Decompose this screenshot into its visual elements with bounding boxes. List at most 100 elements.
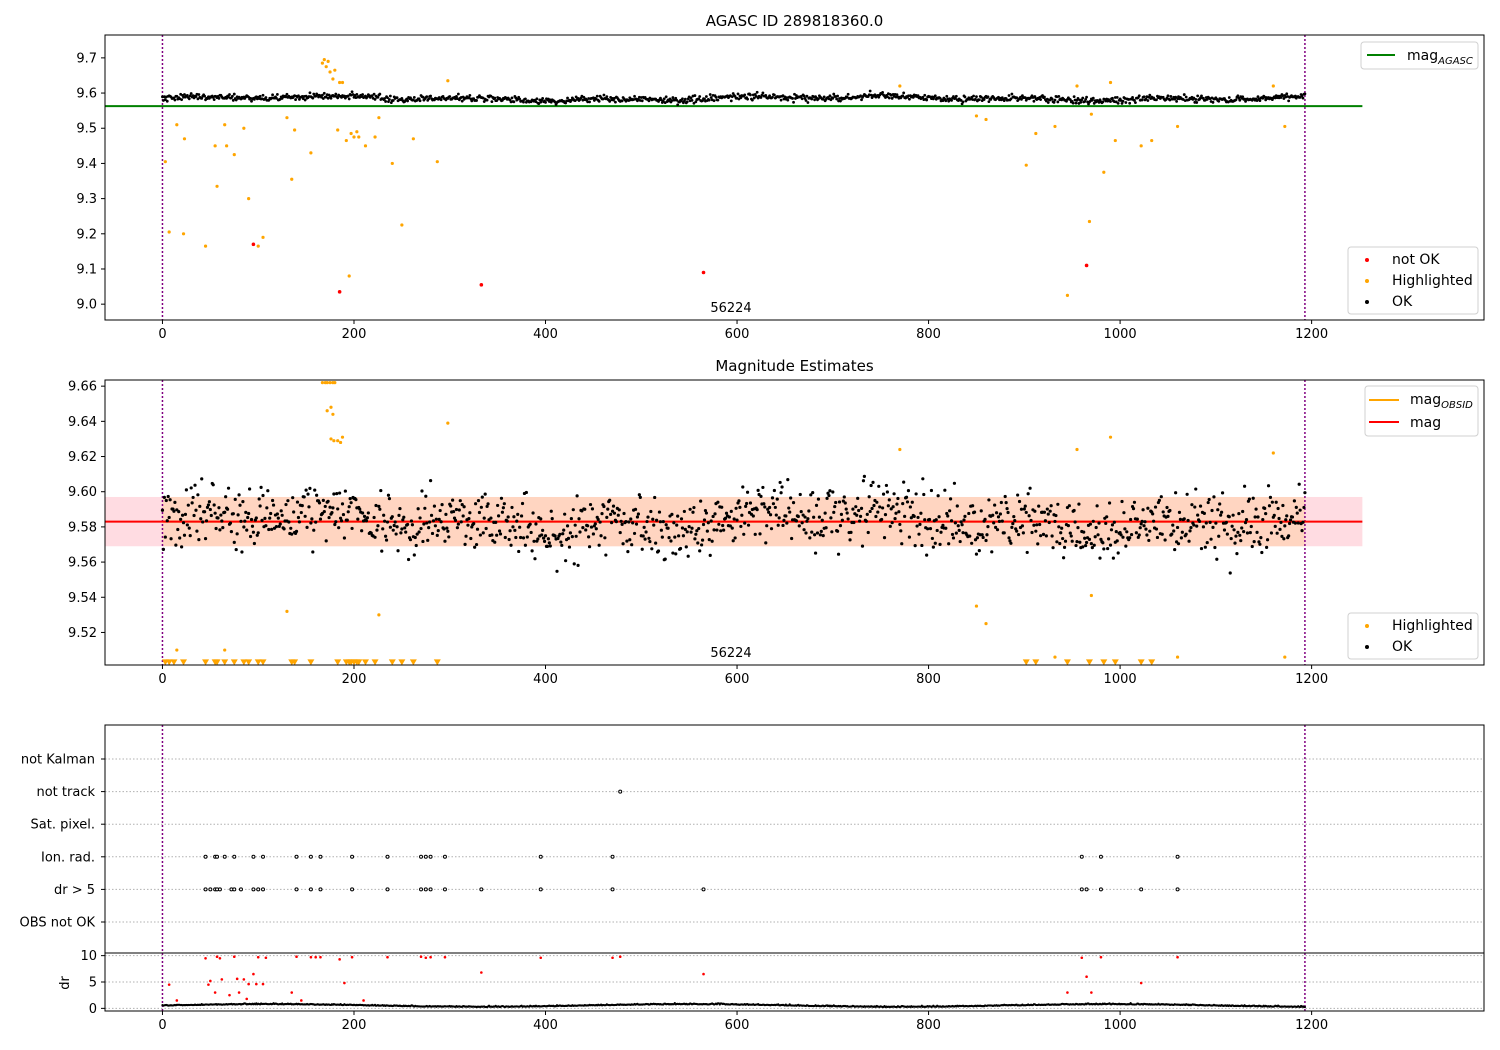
ok-point	[839, 512, 844, 516]
ok-point	[574, 534, 578, 538]
flag-marker	[208, 887, 213, 892]
panel2-legend-top[interactable]: magOBSID mag	[1364, 385, 1479, 437]
highlighted-point	[326, 59, 330, 63]
ok-point	[633, 94, 636, 98]
highlighted-clipped-marker	[1137, 659, 1145, 665]
panel1-legend-bottom[interactable]: not OK Highlighted OK	[1347, 246, 1479, 315]
ok-point	[1016, 532, 1021, 537]
ok-point	[746, 523, 751, 527]
ok-point	[617, 508, 621, 512]
ok-point	[163, 98, 167, 101]
ok-point	[1276, 506, 1280, 511]
flag-marker	[419, 887, 424, 892]
ok-point	[690, 98, 694, 102]
ok-point	[628, 538, 632, 542]
ok-point	[1153, 505, 1158, 509]
highlighted-point	[984, 622, 988, 626]
ok-point	[734, 506, 738, 510]
highlighted-clipped-marker	[245, 659, 253, 665]
panel-magnitude-estimates: Magnitude Estimates 0 200 400 600 800 1000 120…	[68, 357, 1485, 687]
ok-point	[216, 516, 220, 520]
ok-point	[576, 563, 580, 567]
ok-point	[643, 537, 647, 541]
ok-point	[1036, 542, 1040, 546]
legend-ok-marker	[1365, 300, 1369, 304]
ok-point	[217, 96, 221, 100]
ok-point	[1303, 491, 1307, 495]
highlighted-point	[1175, 124, 1180, 129]
ok-point	[517, 549, 521, 554]
ok-point	[203, 94, 206, 98]
ok-point	[388, 525, 392, 529]
ok-point	[434, 517, 438, 521]
ok-point	[1033, 509, 1037, 513]
ok-point	[340, 502, 345, 506]
ok-point	[519, 535, 523, 540]
ok-point	[1081, 545, 1085, 549]
highlighted-point	[332, 439, 336, 443]
ok-point	[773, 505, 777, 510]
ok-point	[1215, 557, 1219, 561]
ok-point	[235, 532, 239, 536]
highlighted-point	[340, 80, 345, 85]
ok-point	[1024, 510, 1028, 515]
ok-point	[780, 485, 784, 489]
ok-point	[478, 533, 482, 537]
ok-point	[763, 505, 767, 509]
highlighted-point	[344, 138, 348, 143]
dr-flagged-point	[702, 972, 705, 976]
ok-point	[887, 498, 891, 502]
ok-point	[1007, 536, 1011, 540]
ok-point	[233, 497, 237, 501]
ok-point	[259, 485, 263, 489]
ok-point	[200, 477, 204, 481]
x-tick-label: 200	[342, 672, 367, 687]
ok-point	[809, 493, 813, 497]
ok-point	[846, 92, 850, 96]
ok-point	[728, 524, 732, 528]
ok-point	[1272, 513, 1276, 517]
dr-flagged-point	[314, 955, 317, 959]
ok-point	[532, 539, 536, 543]
ok-point	[926, 527, 930, 531]
ok-point	[543, 534, 548, 538]
ok-point	[547, 541, 551, 545]
ok-point	[774, 513, 778, 517]
ok-point	[683, 97, 687, 101]
ok-point	[310, 517, 314, 521]
ok-point	[323, 504, 327, 509]
ok-point	[1192, 96, 1196, 100]
ok-point	[1244, 99, 1247, 103]
ok-point	[646, 515, 650, 519]
ok-point	[745, 501, 749, 506]
panel2-legend-bottom[interactable]: Highlighted OK	[1347, 612, 1479, 660]
ok-point	[459, 520, 463, 524]
ok-point	[861, 479, 866, 483]
highlighted-clipped-marker	[1111, 659, 1119, 665]
ok-point	[181, 521, 186, 525]
legend2-ok-marker	[1365, 645, 1369, 649]
ok-point	[260, 518, 264, 522]
ok-point	[630, 543, 634, 547]
ok-point	[721, 523, 725, 528]
ok-point	[632, 531, 637, 536]
ok-point	[374, 503, 378, 508]
ok-point	[673, 535, 677, 539]
ok-point	[337, 526, 341, 530]
ok-point	[684, 545, 688, 549]
ok-point	[1037, 504, 1041, 508]
ok-point	[336, 507, 340, 511]
ok-point	[204, 519, 209, 523]
ok-point	[1002, 99, 1006, 103]
ok-point	[782, 518, 786, 522]
ok-point	[230, 94, 234, 98]
ok-point	[606, 507, 610, 511]
ok-point	[945, 511, 949, 516]
ok-point	[249, 517, 254, 522]
ok-point	[908, 97, 911, 101]
panel1-legend-top[interactable]: magAGASC	[1360, 41, 1479, 70]
ok-point	[343, 489, 347, 493]
legend-highlighted-label: Highlighted	[1392, 273, 1473, 289]
ok-point	[991, 513, 995, 517]
